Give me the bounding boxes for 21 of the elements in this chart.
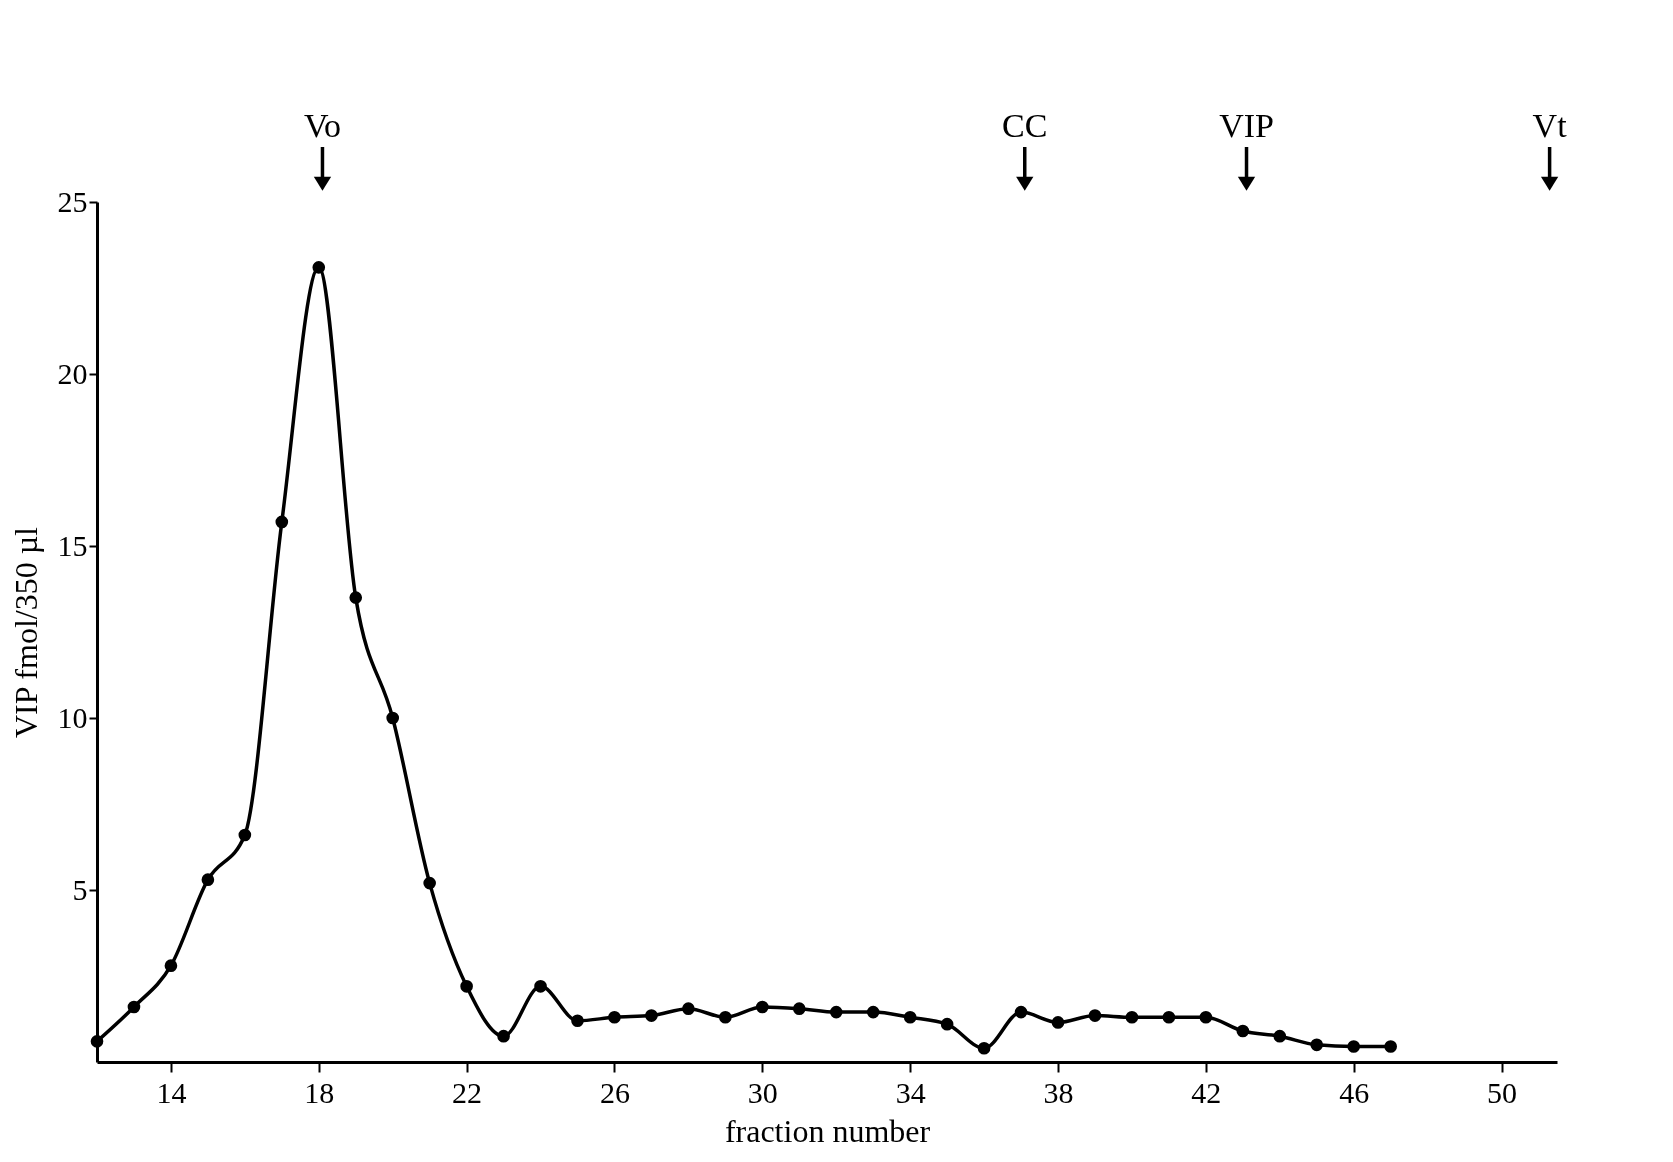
x-tick-label: 50 [1487,1075,1518,1109]
x-axis-title: fraction number [724,1112,931,1149]
ref-line-label: Vo [303,107,342,144]
x-tick-label: 46 [1339,1075,1370,1109]
ref-line-label: Vt [1532,107,1568,144]
y-tick-label: 5 [72,872,88,906]
x-tick-label: 42 [1191,1075,1222,1109]
x-tick-label: 26 [599,1075,630,1109]
x-tick-label: 30 [747,1075,778,1109]
y-tick-label: 15 [57,528,88,562]
x-tick-label: 38 [1043,1075,1074,1109]
y-tick-label: 10 [57,700,88,734]
y-tick-label: 20 [57,356,88,390]
ref-line-label: VIP [1219,107,1274,144]
x-tick-label: 18 [304,1075,335,1109]
y-axis-title: VIP fmol/350 µl [7,526,44,739]
ref-line-label: CC [1002,107,1048,144]
x-tick-label: 22 [452,1075,483,1109]
y-tick-label: 25 [57,184,88,218]
x-tick-label: 34 [895,1075,926,1109]
x-tick-label: 14 [156,1075,187,1109]
